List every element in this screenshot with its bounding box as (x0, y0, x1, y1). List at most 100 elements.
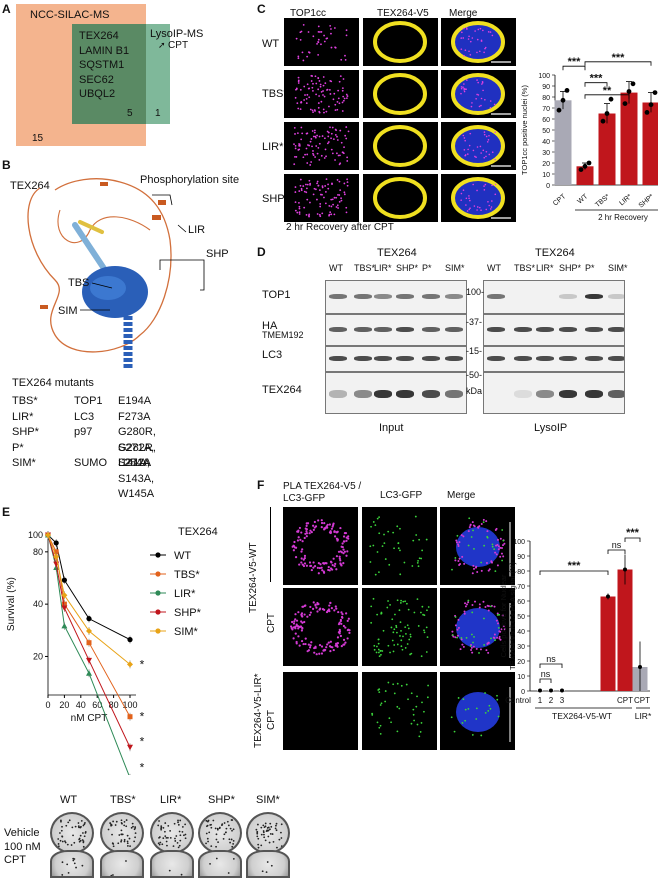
bar (601, 597, 616, 692)
colony (112, 874, 114, 876)
sig-marker: ns (612, 540, 622, 550)
colony (209, 863, 211, 865)
colony (68, 872, 70, 874)
y-tick-label: 90 (542, 84, 550, 91)
colony (257, 824, 259, 826)
gene-item: SEC62 (79, 73, 129, 88)
legend-marker (155, 628, 160, 633)
group-label: LIR* (635, 711, 652, 721)
colony (276, 847, 278, 849)
colony (226, 828, 228, 830)
data-point (606, 595, 610, 599)
colony (263, 836, 265, 838)
colony-dish (198, 812, 242, 854)
f-col-lc3: LC3-GFP (380, 490, 422, 501)
y-tick-label: 80 (542, 95, 550, 102)
colony (72, 834, 74, 836)
y-tick-label: 60 (517, 599, 525, 606)
colony (158, 820, 160, 822)
micrograph-tile (441, 174, 516, 222)
colony-dish (198, 850, 242, 878)
colony (82, 839, 84, 841)
blot-title-left: TEX264 (377, 247, 417, 259)
colony (257, 844, 259, 846)
blot-band (445, 294, 463, 299)
colony (219, 827, 221, 829)
protein-structure (0, 160, 250, 370)
blot-band (585, 390, 603, 398)
lir-label: LIR (188, 224, 205, 236)
colony (164, 835, 166, 837)
blot-band (422, 356, 440, 361)
micrograph-tile (362, 507, 437, 585)
sig-marker: *** (568, 56, 582, 68)
colony (129, 845, 131, 847)
colony (212, 820, 214, 822)
data-point (538, 689, 542, 693)
colony-dish (100, 850, 144, 878)
colony (233, 858, 235, 860)
micrograph-tile (363, 70, 438, 118)
colony (82, 832, 84, 834)
colony (179, 845, 181, 847)
colony (206, 825, 208, 827)
colony (111, 824, 113, 826)
y-axis-label: Cells positive for Nuclear (500, 574, 508, 657)
colony (169, 870, 171, 872)
y-tick-label: 30 (517, 644, 525, 651)
blot-band (445, 356, 463, 361)
mutants-title: TEX264 mutants (12, 377, 94, 389)
colony (278, 839, 280, 841)
data-point (623, 101, 628, 106)
blot-band (329, 294, 347, 299)
colony (71, 826, 73, 828)
x-tick-label: 20 (59, 700, 69, 710)
colony (161, 843, 163, 845)
colony (80, 835, 82, 837)
data-point (86, 616, 91, 621)
colony (210, 827, 212, 829)
colony-dish (150, 850, 194, 878)
mw-marker: -15- (466, 346, 482, 356)
legend-label: SIM* (174, 626, 199, 638)
colony (271, 865, 273, 867)
blot-band (374, 356, 392, 361)
micrograph-tile (283, 672, 358, 750)
y-axis-label: Survival (%) (6, 577, 17, 631)
colony (108, 829, 110, 831)
f-row-wt: TEX264-V5-WT (248, 542, 259, 613)
y-tick-label: 70 (542, 106, 550, 113)
disordered-loop (58, 210, 150, 243)
colony (231, 839, 233, 841)
lane-label: LIR* (374, 263, 392, 273)
colony (62, 861, 64, 863)
colony-dish (50, 850, 94, 878)
colony (256, 831, 258, 833)
data-point (649, 102, 654, 107)
blot-band (559, 294, 577, 299)
helix-segment (100, 182, 108, 186)
colony (81, 820, 83, 822)
colony (123, 824, 125, 826)
colony (125, 825, 127, 827)
blot-title-right: TEX264 (535, 247, 575, 259)
colony (59, 832, 61, 834)
micrograph-tile (363, 174, 438, 222)
y-tick-label: 10 (542, 172, 550, 179)
data-point (86, 670, 92, 676)
data-point (561, 98, 566, 103)
data-point (62, 578, 67, 583)
blot-band (608, 294, 625, 299)
blot-band (487, 327, 505, 332)
colony (263, 834, 265, 836)
colony (228, 838, 230, 840)
y-tick-label: 40 (33, 599, 43, 609)
legend-label: LIR* (174, 588, 196, 600)
colony (216, 839, 218, 841)
blot-row-label: TEX264 (262, 384, 302, 396)
x-tick-label: CPT (552, 193, 568, 208)
plate-col-label: TBS* (110, 794, 136, 806)
colony (121, 834, 123, 836)
colony (167, 825, 169, 827)
blot-band (445, 390, 463, 398)
